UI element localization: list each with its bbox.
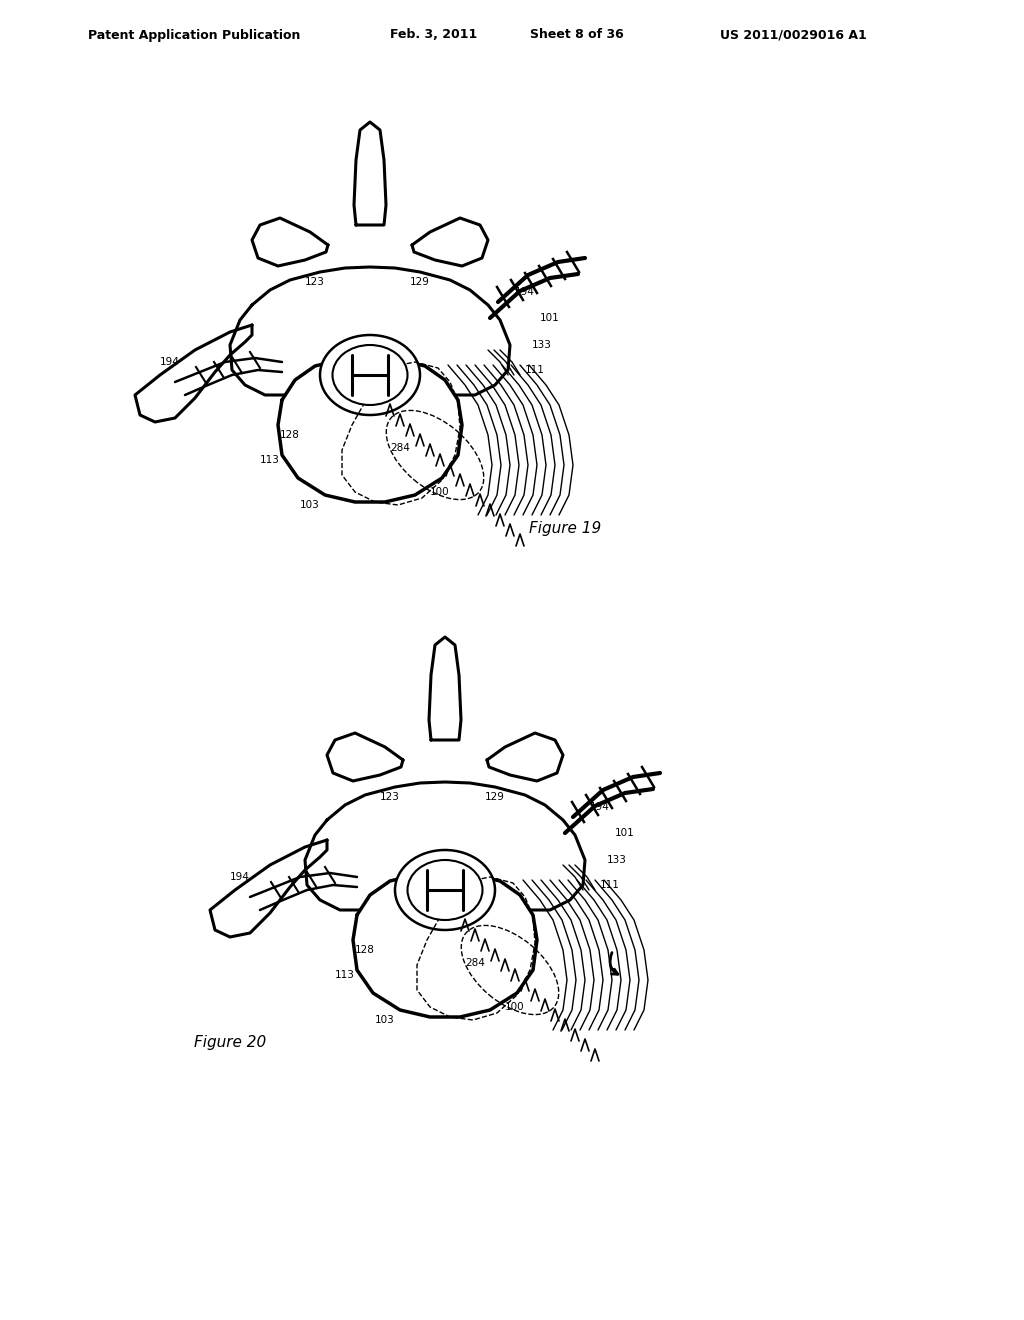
Text: 194: 194 xyxy=(230,873,250,882)
Text: 133: 133 xyxy=(607,855,627,865)
Text: 103: 103 xyxy=(375,1015,395,1026)
Text: 128: 128 xyxy=(280,430,300,440)
Text: 194: 194 xyxy=(515,286,535,297)
Text: 194: 194 xyxy=(590,803,610,812)
Text: 113: 113 xyxy=(335,970,355,979)
Polygon shape xyxy=(305,781,585,909)
Text: 111: 111 xyxy=(525,366,545,375)
Polygon shape xyxy=(278,358,462,502)
Text: Figure 19: Figure 19 xyxy=(528,520,601,536)
Polygon shape xyxy=(412,218,488,267)
Text: 100: 100 xyxy=(505,1002,525,1012)
Text: US 2011/0029016 A1: US 2011/0029016 A1 xyxy=(720,29,866,41)
Text: 129: 129 xyxy=(485,792,505,803)
Polygon shape xyxy=(429,638,461,741)
Polygon shape xyxy=(353,873,537,1016)
Polygon shape xyxy=(135,325,252,422)
Text: 128: 128 xyxy=(355,945,375,954)
Text: 284: 284 xyxy=(390,444,410,453)
Polygon shape xyxy=(354,121,386,224)
Text: Sheet 8 of 36: Sheet 8 of 36 xyxy=(530,29,624,41)
Text: 123: 123 xyxy=(305,277,325,286)
Text: 111: 111 xyxy=(600,880,620,890)
Ellipse shape xyxy=(319,335,420,414)
Text: Figure 20: Figure 20 xyxy=(194,1035,266,1051)
Text: 284: 284 xyxy=(465,958,485,968)
Ellipse shape xyxy=(333,345,408,405)
Text: 101: 101 xyxy=(540,313,560,323)
Polygon shape xyxy=(230,267,510,395)
Polygon shape xyxy=(210,840,327,937)
Text: 113: 113 xyxy=(260,455,280,465)
Text: Patent Application Publication: Patent Application Publication xyxy=(88,29,300,41)
Ellipse shape xyxy=(395,850,495,931)
Text: 129: 129 xyxy=(410,277,430,286)
Polygon shape xyxy=(252,218,328,267)
Polygon shape xyxy=(487,733,563,781)
Text: 100: 100 xyxy=(430,487,450,498)
Text: 133: 133 xyxy=(532,341,552,350)
Text: 103: 103 xyxy=(300,500,319,510)
Text: 123: 123 xyxy=(380,792,400,803)
Polygon shape xyxy=(327,733,403,781)
Ellipse shape xyxy=(408,861,482,920)
Text: Feb. 3, 2011: Feb. 3, 2011 xyxy=(390,29,477,41)
Text: 101: 101 xyxy=(615,828,635,838)
Text: 194: 194 xyxy=(160,356,180,367)
